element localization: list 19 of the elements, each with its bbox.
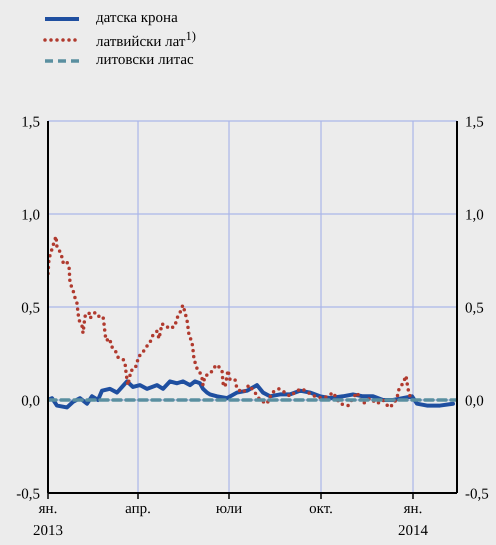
y-tick-label: -0,5 [16,486,40,502]
y2-tick-label: 0,5 [465,300,484,316]
x-tick-label: апр. [125,501,151,517]
line-series [48,234,412,410]
x-tick-label: окт. [309,501,333,517]
x-tick-label: ян. 2013 [33,501,63,539]
legend-label: датска крона [96,10,178,27]
y-tick-label: 1,0 [21,207,40,224]
y-tick-label: 0,5 [21,300,40,316]
x-tick-label: ян. 2014 [398,501,428,539]
legend-label: латвийски лат$^{1)}$ [96,28,196,50]
y-tick-label: 1,5 [21,114,40,130]
y2-tick-label: 1,5 [465,114,484,130]
y2-tick-label: 1,0 [465,207,484,224]
y2-tick-label: 0,0 [465,393,484,410]
legend-label: литовски литас [96,52,194,69]
y-tick-label: 0,0 [21,393,40,410]
x-tick-label: юли [216,501,242,517]
y2-tick-label: -0,5 [465,486,489,502]
